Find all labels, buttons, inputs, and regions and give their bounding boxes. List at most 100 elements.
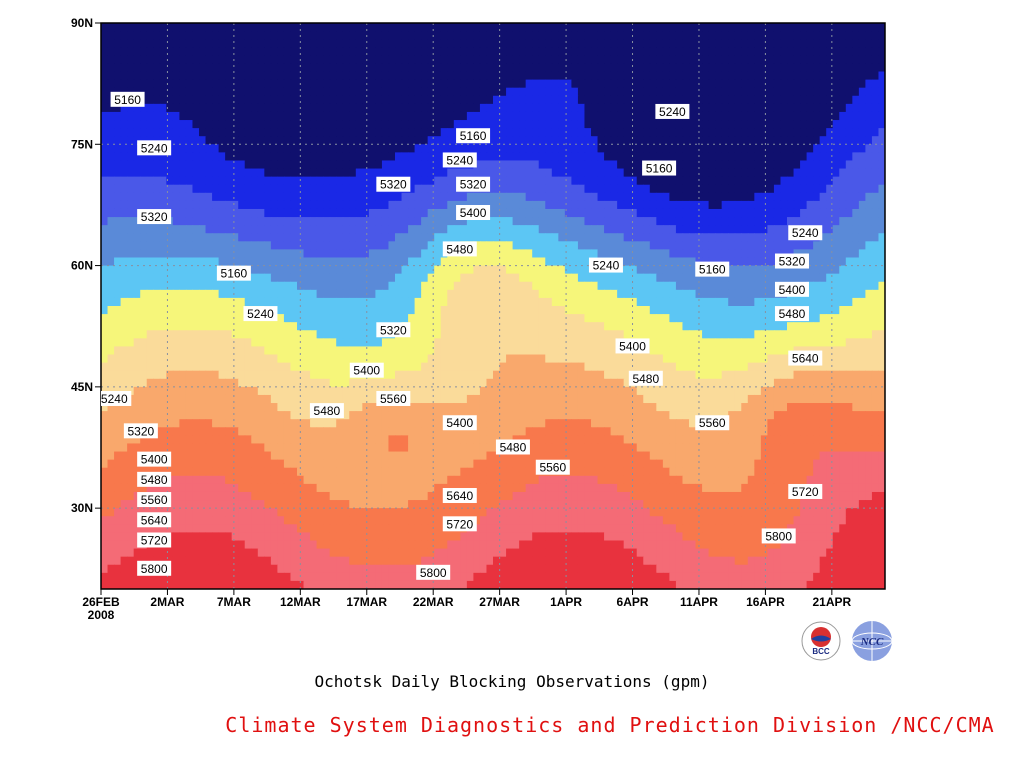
- contour-cell: [473, 103, 481, 113]
- contour-cell: [231, 338, 239, 348]
- contour-cell: [773, 39, 782, 48]
- contour-cell: [303, 87, 311, 97]
- contour-cell: [408, 281, 416, 291]
- contour-cell: [852, 136, 860, 145]
- contour-cell: [355, 322, 363, 331]
- contour-cell: [780, 111, 788, 121]
- contour-cell: [205, 55, 213, 65]
- contour-cell: [133, 168, 141, 178]
- contour-cell: [800, 47, 808, 56]
- contour-cell: [623, 200, 631, 210]
- contour-cell: [349, 265, 357, 275]
- contour-cell: [290, 136, 298, 145]
- contour-cell: [545, 55, 553, 65]
- contour-cell: [767, 241, 775, 250]
- contour-cell: [114, 322, 122, 331]
- contour-cell: [349, 87, 357, 97]
- contour-cell: [408, 168, 416, 178]
- contour-cell: [649, 152, 657, 162]
- contour-cell: [270, 249, 278, 259]
- contour-cell: [212, 314, 220, 323]
- contour-cell: [342, 71, 350, 81]
- contour-cell: [708, 23, 716, 32]
- contour-cell: [120, 241, 128, 250]
- contour-cell: [832, 144, 840, 153]
- contour-cell: [159, 225, 167, 234]
- contour-cell: [270, 233, 278, 242]
- contour-cell: [127, 31, 135, 40]
- contour-cell: [675, 217, 684, 226]
- contour-cell: [264, 79, 272, 89]
- contour-cell: [153, 257, 161, 267]
- contour-cell: [512, 217, 520, 226]
- contour-cell: [512, 176, 520, 186]
- contour-cell: [212, 281, 220, 291]
- contour-cell: [604, 338, 612, 348]
- contour-cell: [525, 354, 533, 364]
- contour-cell: [839, 257, 847, 267]
- contour-cell: [747, 63, 755, 73]
- contour-cell: [440, 306, 448, 315]
- contour-cell: [551, 330, 559, 339]
- contour-cell: [231, 47, 239, 56]
- contour-cell: [101, 71, 109, 81]
- contour-cell: [689, 200, 697, 210]
- contour-cell: [185, 79, 194, 89]
- contour-cell: [421, 208, 429, 218]
- contour-cell: [858, 346, 866, 356]
- contour-cell: [355, 346, 363, 356]
- contour-cell: [832, 63, 840, 73]
- contour-cell: [329, 225, 337, 234]
- contour-cell: [251, 39, 259, 48]
- contour-cell: [682, 160, 690, 170]
- contour-cell: [623, 103, 631, 113]
- contour-cell: [277, 200, 285, 210]
- contour-cell: [819, 63, 827, 73]
- contour-cell: [708, 322, 716, 331]
- contour-cell: [532, 192, 540, 202]
- contour-cell: [427, 306, 435, 315]
- contour-cell: [551, 47, 559, 56]
- contour-cell: [251, 346, 259, 356]
- contour-cell: [584, 103, 592, 113]
- contour-cell: [414, 23, 422, 32]
- contour-cell: [323, 111, 331, 121]
- contour-cell: [819, 257, 827, 267]
- contour-cell: [617, 192, 625, 202]
- contour-cell: [584, 322, 592, 331]
- contour-cell: [303, 71, 311, 81]
- contour-cell: [793, 176, 801, 186]
- contour-cell: [591, 95, 599, 105]
- contour-cell: [323, 322, 331, 331]
- contour-cell: [558, 297, 566, 307]
- contour-cell: [166, 249, 174, 259]
- contour-cell: [519, 136, 527, 145]
- contour-cell: [414, 168, 422, 178]
- contour-cell: [283, 314, 292, 323]
- contour-cell: [270, 241, 278, 250]
- contour-cell: [283, 338, 292, 348]
- contour-cell: [277, 273, 285, 283]
- contour-cell: [845, 95, 853, 105]
- contour-cell: [349, 31, 357, 40]
- contour-cell: [264, 184, 272, 194]
- contour-cell: [205, 314, 213, 323]
- contour-cell: [336, 47, 344, 56]
- contour-cell: [584, 160, 592, 170]
- contour-cell: [303, 322, 311, 331]
- contour-cell: [604, 208, 612, 218]
- contour-cell: [120, 120, 128, 129]
- contour-cell: [675, 136, 684, 145]
- contour-cell: [218, 184, 226, 194]
- contour-cell: [551, 208, 559, 218]
- contour-cell: [205, 306, 213, 315]
- contour-cell: [427, 354, 435, 364]
- contour-cell: [675, 144, 684, 153]
- contour-cell: [127, 120, 135, 129]
- contour-cell: [231, 71, 239, 81]
- contour-cell: [597, 168, 605, 178]
- contour-cell: [342, 322, 350, 331]
- contour-cell: [525, 160, 533, 170]
- contour-cell: [747, 71, 755, 81]
- contour-cell: [185, 297, 194, 307]
